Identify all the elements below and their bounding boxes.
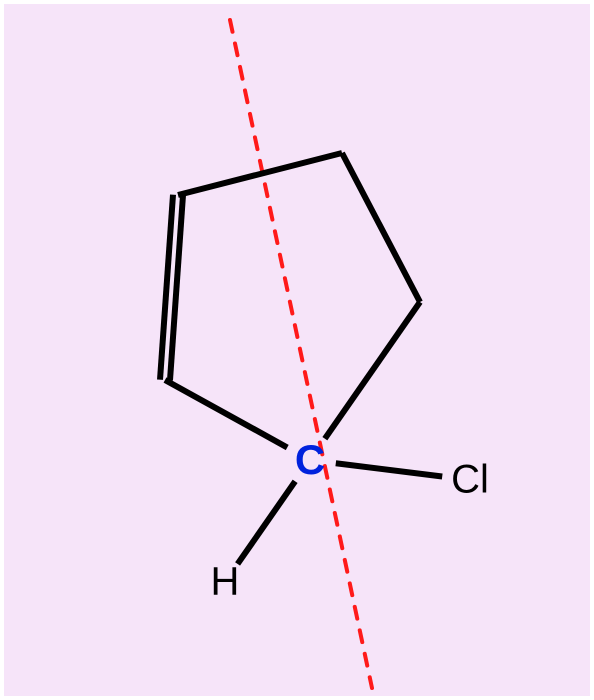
svg-layer (0, 0, 594, 700)
atom-Cl: Cl (451, 458, 489, 503)
atom-H: H (211, 560, 240, 605)
atom-C_center: C (295, 436, 325, 484)
background-panel (4, 4, 590, 696)
chem-diagram: C Cl H (0, 0, 594, 700)
